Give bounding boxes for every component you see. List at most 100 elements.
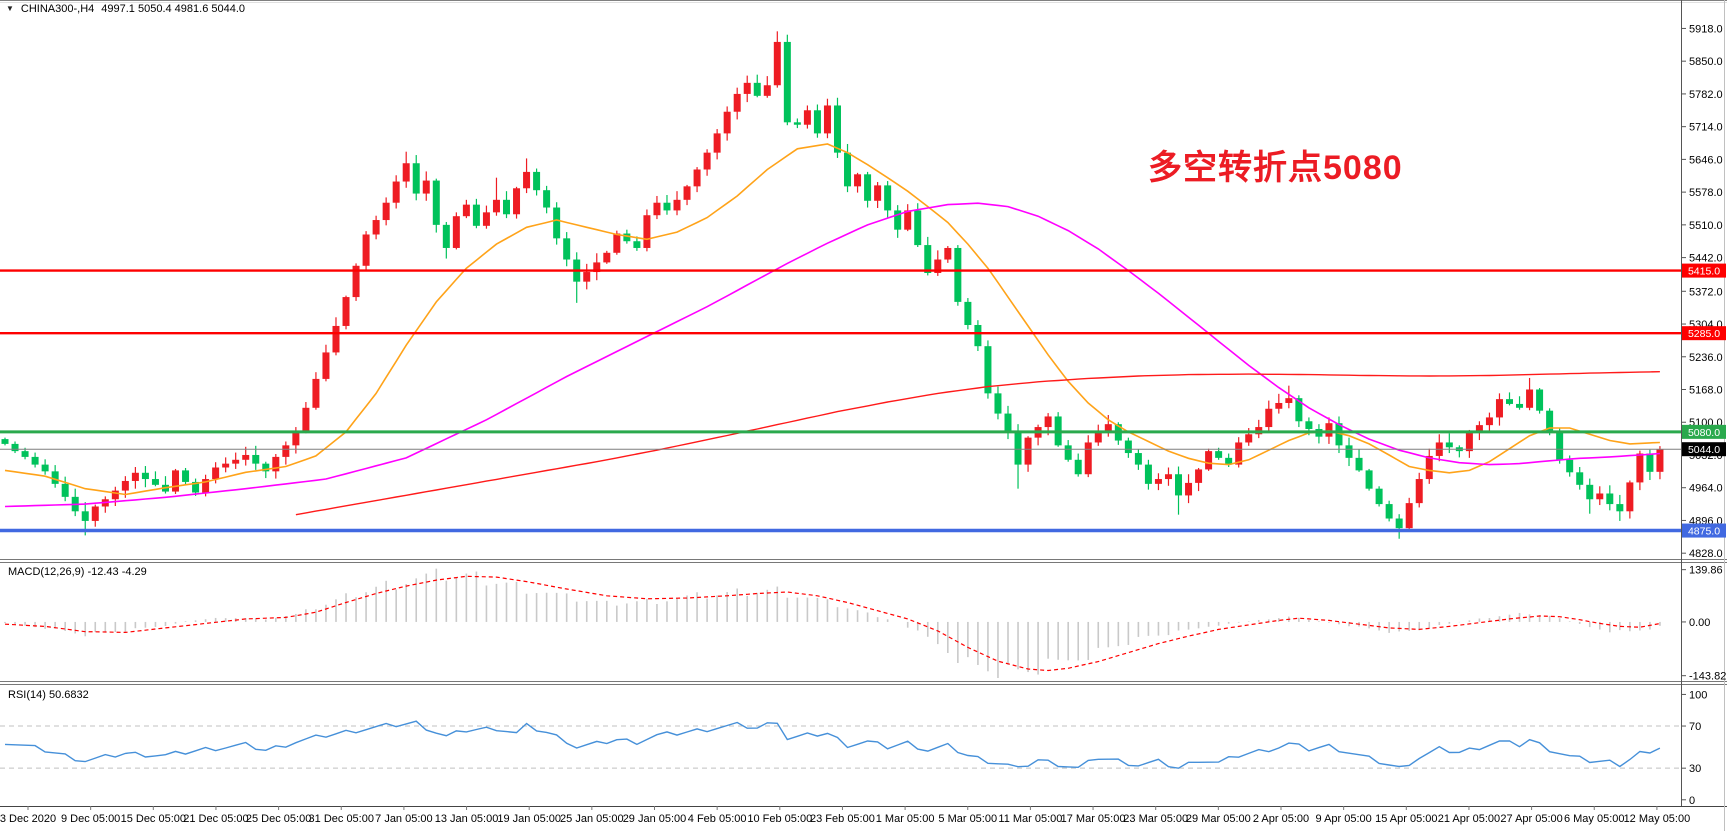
candle-body xyxy=(653,202,661,216)
time-axis-label[interactable]: 21 Apr 05:00 xyxy=(1438,813,1500,825)
candle-body xyxy=(1646,453,1654,472)
time-axis-label[interactable]: 9 Apr 05:00 xyxy=(1316,813,1372,825)
candle-body xyxy=(1024,437,1032,465)
mid-ma-line xyxy=(4,202,1660,508)
candle-body xyxy=(462,204,470,217)
price-tick-label: 5714.0 xyxy=(1689,122,1723,134)
candle-body xyxy=(904,210,912,230)
symbol-timeframe-label: CHINA300-,H4 xyxy=(20,2,95,15)
candle-body xyxy=(683,186,691,200)
time-axis-label[interactable]: 13 Jan 05:00 xyxy=(435,813,499,825)
time-axis-label[interactable]: 12 May 05:00 xyxy=(1624,813,1691,825)
time-axis-label[interactable]: 2 Apr 05:00 xyxy=(1253,813,1309,825)
candle-body xyxy=(1405,503,1413,529)
candle-body xyxy=(202,479,210,493)
candle-body xyxy=(121,480,129,491)
candle-body xyxy=(1265,408,1273,428)
candle-body xyxy=(793,122,801,125)
candle-body xyxy=(823,105,831,134)
candle-body xyxy=(1586,484,1594,500)
price-badge xyxy=(1682,442,1726,457)
candle-body xyxy=(964,301,972,325)
collapse-arrow-icon[interactable]: ▼ xyxy=(6,4,14,13)
time-axis-label[interactable]: 27 Apr 05:00 xyxy=(1500,813,1562,825)
candle-body xyxy=(1325,423,1333,437)
candle-body xyxy=(1335,423,1343,446)
time-axis-label[interactable]: 25 Jan 05:00 xyxy=(560,813,624,825)
candle-body xyxy=(302,407,310,432)
candle-body xyxy=(954,247,962,302)
time-axis-label[interactable]: 23 Feb 05:00 xyxy=(810,813,875,825)
candle-body xyxy=(1205,451,1213,470)
time-axis-label[interactable]: 23 Mar 05:00 xyxy=(1123,813,1188,825)
rsi-indicator-label: RSI(14) 50.6832 xyxy=(8,689,89,701)
candle-body xyxy=(543,190,551,208)
time-axis-label[interactable]: 3 Dec 2020 xyxy=(0,813,56,825)
time-axis-label[interactable]: 29 Jan 05:00 xyxy=(623,813,687,825)
candle-body xyxy=(563,238,571,260)
price-badge xyxy=(1682,326,1726,341)
candle-body xyxy=(1596,493,1604,500)
time-axis-label[interactable]: 29 Mar 05:00 xyxy=(1186,813,1251,825)
time-axis-label[interactable]: 15 Apr 05:00 xyxy=(1375,813,1437,825)
candle-body xyxy=(1164,474,1172,480)
candle-body xyxy=(623,233,631,242)
price-tick-label: 5236.0 xyxy=(1689,352,1723,364)
candle-body xyxy=(482,212,490,226)
candle-body xyxy=(222,463,230,468)
price-badge xyxy=(1682,424,1726,439)
candle-body xyxy=(312,378,320,408)
candle-body xyxy=(1285,398,1293,403)
time-axis-label[interactable]: 6 May 05:00 xyxy=(1564,813,1625,825)
candle-body xyxy=(583,272,591,282)
candle-body xyxy=(833,105,841,153)
candle-body xyxy=(733,93,741,112)
price-badge-label: 5285.0 xyxy=(1688,328,1720,340)
price-axis: 5918.0 5850.0 5782.0 5714.0 5646.0 5578.0 5510… xyxy=(1681,23,1726,807)
candle-body xyxy=(1144,464,1152,484)
time-axis-label[interactable]: 4 Feb 05:00 xyxy=(688,813,747,825)
candle-body xyxy=(503,199,510,215)
time-axis-label[interactable]: 5 Mar 05:00 xyxy=(938,813,997,825)
price-badge-label: 5044.0 xyxy=(1688,444,1720,456)
candle-body xyxy=(1345,445,1353,458)
candle-body xyxy=(1375,488,1383,505)
candle-body xyxy=(1245,434,1253,443)
price-tick-label: 5850.0 xyxy=(1689,56,1723,68)
candle-body xyxy=(1154,479,1162,484)
candle-body xyxy=(1656,449,1664,472)
time-axis-label[interactable]: 19 Jan 05:00 xyxy=(497,813,561,825)
time-axis-label[interactable]: 25 Dec 05:00 xyxy=(246,813,311,825)
candle-body xyxy=(513,188,521,215)
candle-body xyxy=(1475,425,1483,433)
candle-body xyxy=(713,133,721,153)
candles-layer xyxy=(1,31,1664,539)
candle-body xyxy=(763,85,771,96)
price-badge xyxy=(1682,263,1726,278)
time-axis-label[interactable]: 1 Mar 05:00 xyxy=(876,813,935,825)
price-badges: 5415.0 5285.0 5080.0 5044.0 4875.0 xyxy=(1682,263,1726,538)
candle-body xyxy=(382,202,390,221)
candle-body xyxy=(523,171,531,189)
macd-signal-line xyxy=(4,575,1661,672)
time-axis-label[interactable]: 31 Dec 05:00 xyxy=(309,813,374,825)
time-axis-label[interactable]: 17 Mar 05:00 xyxy=(1061,813,1126,825)
price-tick-label: 5372.0 xyxy=(1689,286,1723,298)
candle-body xyxy=(141,472,149,480)
time-axis-label[interactable]: 9 Dec 05:00 xyxy=(61,813,120,825)
candle-body xyxy=(1445,442,1453,448)
candle-body xyxy=(1084,442,1092,475)
candle-body xyxy=(603,252,611,263)
time-axis-label[interactable]: 15 Dec 05:00 xyxy=(121,813,186,825)
time-axis-label[interactable]: 11 Mar 05:00 xyxy=(998,813,1062,825)
candle-body xyxy=(272,456,280,472)
time-axis-label[interactable]: 7 Jan 05:00 xyxy=(375,813,433,825)
price-tick-label: 4828.0 xyxy=(1689,548,1723,560)
time-axis-label[interactable]: 21 Dec 05:00 xyxy=(183,813,248,825)
time-axis-label[interactable]: 10 Feb 05:00 xyxy=(747,813,812,825)
candle-body xyxy=(633,241,641,248)
candle-body xyxy=(182,470,190,482)
candle-body xyxy=(914,210,922,246)
